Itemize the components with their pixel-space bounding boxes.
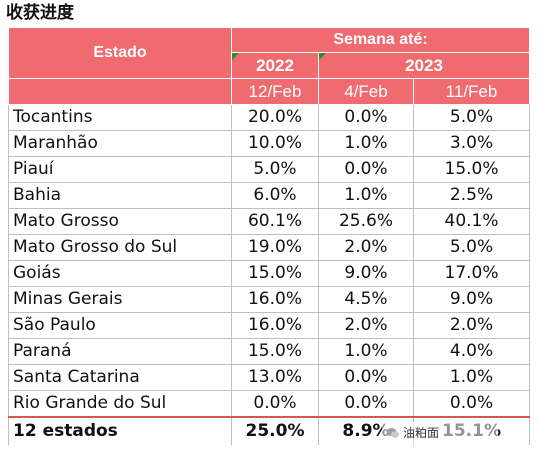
cell-2023-11feb: 1.0% (412, 364, 531, 391)
cell-2022-12feb: 15.0% (231, 338, 319, 365)
table-row: São Paulo 16.0% 2.0% 2.0% (8, 312, 531, 339)
cell-2022-12feb: 0.0% (231, 390, 319, 418)
cell-2023-11feb: 15.0% (412, 156, 531, 183)
cell-2023-11feb: 5.0% (412, 104, 531, 131)
cell-estado: Maranhão (8, 130, 232, 157)
column-header-estado: Estado (8, 27, 232, 79)
cell-estado: Mato Grosso (8, 208, 232, 235)
table-row: Minas Gerais 16.0% 4.5% 9.0% (8, 286, 531, 313)
page-title: 收获进度 (6, 3, 74, 23)
column-header-year-2022: 2022 (231, 52, 319, 79)
column-header-date-3: 11/Feb (412, 78, 531, 105)
cell-2023-11feb: 2.0% (412, 312, 531, 339)
cell-2023-4feb: 2.0% (318, 234, 414, 261)
cell-2022-12feb: 15.0% (231, 260, 319, 287)
cell-estado: Paraná (8, 338, 232, 365)
cell-2023-4feb: 9.0% (318, 260, 414, 287)
table-row: Santa Catarina 13.0% 0.0% 1.0% (8, 364, 531, 391)
cell-estado: Bahia (8, 182, 232, 209)
cell-2023-11feb: 2.5% (412, 182, 531, 209)
total-cell-2022-12feb: 25.0% (231, 416, 319, 445)
total-cell-estado: 12 estados (8, 416, 232, 445)
table-row: Piauí 5.0% 0.0% 15.0% (8, 156, 531, 183)
cell-2023-11feb: 5.0% (412, 234, 531, 261)
table-row: Rio Grande do Sul 0.0% 0.0% 0.0% (8, 390, 531, 418)
cell-2022-12feb: 13.0% (231, 364, 319, 391)
cell-2023-11feb: 40.1% (412, 208, 531, 235)
cell-2023-11feb: 4.0% (412, 338, 531, 365)
cell-2023-11feb: 3.0% (412, 130, 531, 157)
cell-estado: Piauí (8, 156, 232, 183)
column-header-date-1: 12/Feb (231, 78, 319, 105)
cell-estado: Goiás (8, 260, 232, 287)
cell-2022-12feb: 6.0% (231, 182, 319, 209)
watermark-text: 油粕面 (403, 426, 440, 440)
cell-2023-11feb: 17.0% (412, 260, 531, 287)
cell-2023-4feb: 0.0% (318, 156, 414, 183)
cell-2023-4feb: 1.0% (318, 130, 414, 157)
table-row: Mato Grosso do Sul 19.0% 2.0% 5.0% (8, 234, 531, 261)
column-header-semana: Semana até: (230, 27, 531, 53)
cell-2023-11feb: 9.0% (412, 286, 531, 313)
column-header-date-2: 4/Feb (318, 78, 414, 105)
cell-2022-12feb: 16.0% (231, 312, 319, 339)
cell-2023-4feb: 0.0% (318, 390, 414, 418)
cell-2022-12feb: 10.0% (231, 130, 319, 157)
table-row: Paraná 15.0% 1.0% 4.0% (8, 338, 531, 365)
cell-estado: Rio Grande do Sul (8, 390, 232, 418)
cell-2022-12feb: 20.0% (231, 104, 319, 131)
cell-estado: Mato Grosso do Sul (8, 234, 232, 261)
cell-2022-12feb: 16.0% (231, 286, 319, 313)
cell-2022-12feb: 60.1% (231, 208, 319, 235)
cell-estado: Santa Catarina (8, 364, 232, 391)
cell-2023-11feb: 0.0% (412, 390, 531, 418)
cell-estado: Tocantins (8, 104, 232, 131)
cell-2023-4feb: 0.0% (318, 104, 414, 131)
table-row: Mato Grosso 60.1% 25.6% 40.1% (8, 208, 531, 235)
column-header-blank (8, 78, 232, 105)
cell-2023-4feb: 1.0% (318, 338, 414, 365)
cell-estado: São Paulo (8, 312, 232, 339)
cell-2023-4feb: 4.5% (318, 286, 414, 313)
wechat-icon (386, 428, 399, 438)
column-header-year-2023: 2023 (317, 52, 531, 79)
cell-2023-4feb: 0.0% (318, 364, 414, 391)
table-row: Tocantins 20.0% 0.0% 5.0% (8, 104, 531, 131)
cell-2023-4feb: 2.0% (318, 312, 414, 339)
cell-2022-12feb: 19.0% (231, 234, 319, 261)
table-row: Goiás 15.0% 9.0% 17.0% (8, 260, 531, 287)
watermark: 油粕面 (382, 422, 498, 444)
cell-2023-4feb: 25.6% (318, 208, 414, 235)
harvest-progress-table: Estado Semana até: 2022 2023 12/Feb 4/Fe… (8, 27, 531, 445)
cell-2023-4feb: 1.0% (318, 182, 414, 209)
table-row: Bahia 6.0% 1.0% 2.5% (8, 182, 531, 209)
cell-2022-12feb: 5.0% (231, 156, 319, 183)
table-row: Maranhão 10.0% 1.0% 3.0% (8, 130, 531, 157)
cell-estado: Minas Gerais (8, 286, 232, 313)
